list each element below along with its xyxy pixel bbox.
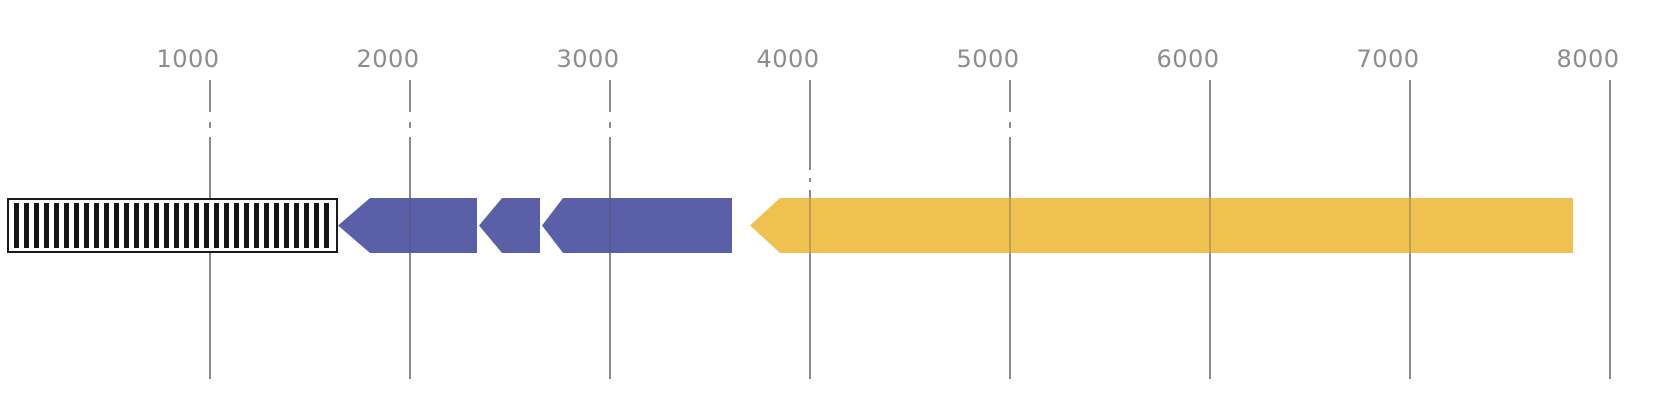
gridline-overlay-4000 xyxy=(809,198,811,253)
gridline-overlay-5000 xyxy=(1009,198,1011,253)
axis-tick-label-6000: 6000 xyxy=(1156,45,1220,73)
gridline-1000-seg1 xyxy=(209,122,211,128)
gridline-5000-seg1 xyxy=(1009,122,1011,128)
gridline-2000-seg1 xyxy=(409,122,411,128)
hatched-box-feature xyxy=(7,198,338,253)
gridline-4000-seg1 xyxy=(809,178,811,182)
axis-tick-label-7000: 7000 xyxy=(1356,45,1420,73)
axis-tick-label-2000: 2000 xyxy=(356,45,420,73)
axis-tick-label-5000: 5000 xyxy=(956,45,1020,73)
gridline-3000-seg2 xyxy=(609,137,611,379)
yellow-arrow xyxy=(750,198,1573,253)
gridline-2000-seg2 xyxy=(409,137,411,379)
gridline-overlay-3000 xyxy=(609,198,611,253)
gridline-1000-seg2 xyxy=(209,137,211,379)
gridline-overlay-2000 xyxy=(409,198,411,253)
gridline-2000-seg0 xyxy=(409,80,411,112)
axis-tick-label-8000: 8000 xyxy=(1556,45,1620,73)
gridline-1000-seg0 xyxy=(209,80,211,112)
gridline-4000-seg0 xyxy=(809,80,811,170)
gridline-5000-seg0 xyxy=(1009,80,1011,112)
purple-arrow-3 xyxy=(542,198,732,253)
gridline-4000-seg2 xyxy=(809,190,811,379)
gridline-overlay-6000 xyxy=(1209,198,1211,253)
gridline-3000-seg0 xyxy=(609,80,611,112)
purple-arrow-1 xyxy=(338,198,477,253)
axis-tick-label-1000: 1000 xyxy=(156,45,220,73)
gridline-8000 xyxy=(1609,80,1611,379)
gridline-overlay-7000 xyxy=(1409,198,1411,253)
purple-arrow-2 xyxy=(479,198,540,253)
axis-tick-label-4000: 4000 xyxy=(756,45,820,73)
gridline-3000-seg1 xyxy=(609,122,611,128)
gridline-5000-seg2 xyxy=(1009,137,1011,379)
hatched-box-feature-hatch xyxy=(11,203,334,248)
axis-tick-label-3000: 3000 xyxy=(556,45,620,73)
